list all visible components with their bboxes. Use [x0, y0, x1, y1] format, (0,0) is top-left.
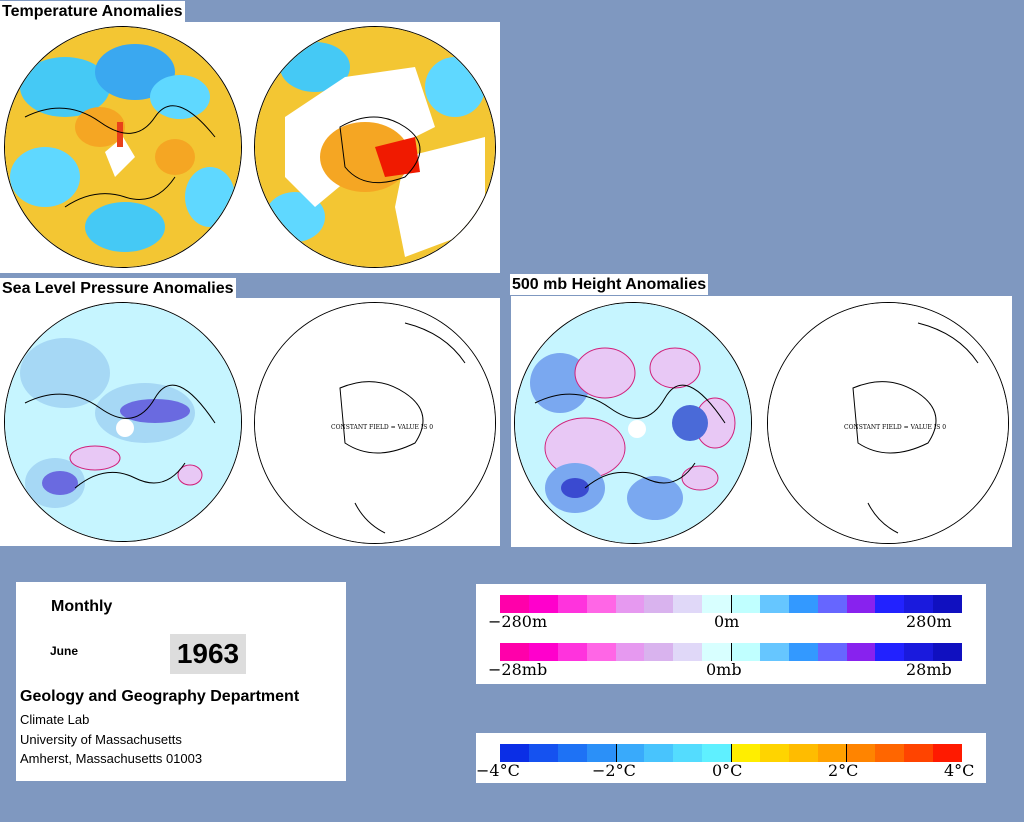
temp-label-neg2: −2°C — [592, 761, 636, 780]
color-swatch — [933, 744, 962, 762]
color-swatch — [586, 643, 616, 661]
color-swatch — [817, 643, 847, 661]
color-swatch — [759, 643, 789, 661]
color-swatch — [933, 643, 962, 661]
color-swatch — [933, 595, 962, 613]
color-swatch — [702, 744, 731, 762]
temp-tick-neg2 — [616, 744, 617, 762]
color-swatch — [731, 744, 760, 762]
height-constant-field-label: CONSTANT FIELD = VALUE IS 0 — [844, 424, 946, 431]
color-swatch — [875, 595, 905, 613]
temp-tick-0 — [731, 744, 732, 762]
height-min-label: −280m — [488, 612, 548, 631]
color-swatch — [644, 643, 674, 661]
temperature-south-globe — [254, 26, 496, 268]
color-swatch — [875, 744, 905, 762]
pressure-max-label: 28mb — [906, 660, 952, 679]
height-north-globe — [514, 302, 752, 544]
color-swatch — [846, 744, 876, 762]
color-swatch — [731, 595, 760, 613]
color-swatch — [702, 643, 731, 661]
color-swatch — [673, 744, 703, 762]
slp-south-globe: CONSTANT FIELD = VALUE IS 0 — [254, 302, 496, 544]
height-south-globe: CONSTANT FIELD = VALUE IS 0 — [767, 302, 1009, 544]
color-swatch — [759, 595, 789, 613]
color-swatch — [615, 643, 645, 661]
color-swatch — [875, 643, 905, 661]
color-swatch — [557, 744, 587, 762]
color-swatch — [731, 643, 760, 661]
height-mid-label: 0m — [714, 612, 740, 631]
temp-label-4: 4°C — [944, 761, 975, 780]
temp-tick-2 — [846, 744, 847, 762]
color-swatch — [557, 643, 587, 661]
color-swatch — [846, 643, 876, 661]
color-swatch — [528, 595, 558, 613]
lab-label: Climate Lab — [20, 712, 90, 727]
color-swatch — [586, 595, 616, 613]
color-swatch — [528, 744, 558, 762]
color-swatch — [846, 595, 876, 613]
color-swatch — [615, 595, 645, 613]
color-swatch — [673, 643, 703, 661]
period-label: Monthly — [51, 598, 113, 615]
color-swatch — [759, 744, 789, 762]
height-color-bar — [500, 595, 962, 613]
color-swatch — [817, 595, 847, 613]
pressure-mid-label: 0mb — [706, 660, 742, 679]
color-swatch — [528, 643, 558, 661]
color-swatch — [817, 744, 847, 762]
university-label: University of Massachusetts — [20, 732, 182, 747]
pressure-min-label: −28mb — [488, 660, 548, 679]
color-swatch — [644, 595, 674, 613]
height-title: 500 mb Height Anomalies — [510, 274, 709, 295]
slp-panel: CONSTANT FIELD = VALUE IS 0 — [0, 298, 500, 546]
color-swatch — [500, 744, 529, 762]
temperature-panel — [0, 22, 500, 273]
department-label: Geology and Geography Department — [20, 688, 300, 705]
slp-constant-field-label: CONSTANT FIELD = VALUE IS 0 — [331, 424, 433, 431]
color-swatch — [615, 744, 645, 762]
pressure-zero-tick — [731, 643, 732, 661]
color-swatch — [644, 744, 674, 762]
temperature-legend: −4°C −2°C 0°C 2°C 4°C — [476, 733, 986, 783]
color-swatch — [788, 595, 818, 613]
height-zero-tick — [731, 595, 732, 613]
temperature-color-bar — [500, 744, 962, 762]
color-swatch — [673, 595, 703, 613]
temperature-north-globe — [4, 26, 242, 268]
temp-label-neg4: −4°C — [476, 761, 520, 780]
address-label: Amherst, Massachusetts 01003 — [20, 751, 203, 766]
pressure-color-bar — [500, 643, 962, 661]
temperature-title: Temperature Anomalies — [0, 1, 185, 22]
color-swatch — [586, 744, 616, 762]
color-swatch — [904, 744, 934, 762]
color-swatch — [788, 744, 818, 762]
color-swatch — [904, 595, 934, 613]
info-box: Monthly June 1963 Geology and Geography … — [16, 582, 346, 781]
slp-north-globe — [4, 302, 242, 542]
color-swatch — [500, 643, 529, 661]
slp-title: Sea Level Pressure Anomalies — [0, 278, 236, 299]
height-max-label: 280m — [906, 612, 952, 631]
color-swatch — [702, 595, 731, 613]
temp-label-2: 2°C — [828, 761, 859, 780]
color-swatch — [500, 595, 529, 613]
month-label: June — [50, 644, 79, 658]
color-swatch — [788, 643, 818, 661]
temp-label-0: 0°C — [712, 761, 743, 780]
color-swatch — [904, 643, 934, 661]
height-pressure-legend: −280m 0m 280m −28mb 0mb 28mb — [476, 584, 986, 684]
year-label: 1963 — [170, 634, 246, 674]
color-swatch — [557, 595, 587, 613]
height-panel: CONSTANT FIELD = VALUE IS 0 — [511, 296, 1012, 547]
